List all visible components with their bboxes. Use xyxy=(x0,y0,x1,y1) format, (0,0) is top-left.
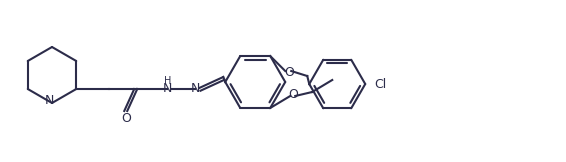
Text: H: H xyxy=(164,76,171,86)
Text: Cl: Cl xyxy=(374,78,387,91)
Text: N: N xyxy=(44,94,54,108)
Text: O: O xyxy=(284,65,294,79)
Text: N: N xyxy=(162,82,172,96)
Text: O: O xyxy=(121,112,131,126)
Text: N: N xyxy=(191,82,200,96)
Text: O: O xyxy=(288,88,298,101)
